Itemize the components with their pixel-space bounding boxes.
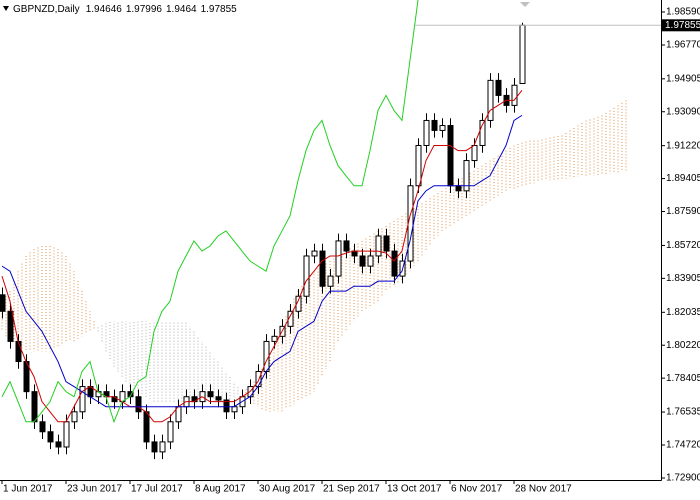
candle-body (271, 335, 278, 342)
header-close: 1.97855 (201, 4, 238, 15)
candle-body (359, 255, 366, 267)
candle-body (47, 431, 54, 443)
candle-body (159, 441, 166, 453)
candle-body (423, 119, 430, 146)
candle-body (471, 144, 478, 162)
header-open: 1.94646 (86, 4, 123, 15)
candle-body (303, 255, 310, 297)
candle-body (383, 235, 390, 252)
candle-body (223, 399, 230, 413)
candle-body (479, 119, 486, 146)
candle-body (71, 411, 78, 423)
x-tick-label: 23 Jun 2017 (67, 484, 122, 495)
x-tick-label: 1 Jun 2017 (3, 484, 53, 495)
y-tick-label: 1.85720 (666, 240, 700, 251)
candle-body (295, 295, 302, 312)
x-tick-label: 6 Nov 2017 (451, 484, 503, 495)
header-high: 1.97996 (126, 4, 163, 15)
candle-body (7, 310, 14, 342)
x-tick-label: 13 Oct 2017 (387, 484, 442, 495)
candle-body (447, 125, 454, 187)
x-tick-label: 8 Aug 2017 (195, 484, 246, 495)
candle-body (215, 396, 222, 401)
candle-body (79, 386, 86, 413)
y-tick-label: 1.93090 (666, 106, 700, 117)
candle-body (463, 160, 470, 192)
price-label: 1.97855 (665, 20, 700, 31)
candle-body (255, 371, 262, 388)
candle-body (455, 185, 462, 192)
y-tick-label: 1.89405 (666, 173, 700, 184)
shift-marker (520, 2, 530, 7)
y-tick-label: 1.83905 (666, 273, 700, 284)
candle-body (143, 411, 150, 443)
chart-header: GBPNZD,Daily 1.94646 1.97996 1.9464 1.97855 (13, 4, 237, 15)
candle-body (415, 144, 422, 187)
x-tick-label: 28 Nov 2017 (515, 484, 572, 495)
candle-body (167, 421, 174, 443)
x-tick-label: 21 Sep 2017 (323, 484, 380, 495)
candle-body (0, 294, 6, 312)
candle-body (207, 391, 214, 398)
candle-body (367, 255, 374, 267)
indicator-line (1, 90, 523, 423)
candle-body (39, 421, 46, 433)
y-tick-label: 1.94905 (666, 73, 700, 84)
y-tick-label: 1.87590 (666, 206, 700, 217)
symbol-period: GBPNZD,Daily (13, 4, 80, 15)
candle-body (511, 84, 518, 106)
candle-body (55, 441, 62, 448)
y-tick-label: 1.91220 (666, 140, 700, 151)
candle-body (327, 275, 334, 287)
y-tick-label: 1.82035 (666, 307, 700, 318)
candle-body (343, 240, 350, 252)
candle-body (439, 125, 446, 131)
candle-body (15, 340, 22, 363)
price-label-box (662, 19, 700, 32)
candle-body (63, 421, 70, 448)
candle-body (287, 310, 294, 327)
candle-body (311, 250, 318, 257)
candle-body (151, 441, 158, 453)
y-tick-label: 1.74720 (666, 440, 700, 451)
indicator-line (1, 114, 523, 408)
candle-body (231, 406, 238, 413)
header-low: 1.9464 (166, 4, 197, 15)
candle-body (135, 396, 142, 413)
candle-body (391, 250, 398, 277)
candle-body (375, 235, 382, 257)
plot-area (0, 0, 661, 460)
candle-body (31, 391, 38, 423)
candle-body (495, 79, 502, 96)
indicator-line (1, 0, 419, 424)
candle-body (319, 250, 326, 287)
y-tick-label: 1.78405 (666, 373, 700, 384)
x-tick-label: 30 Aug 2017 (259, 484, 316, 495)
y-tick-label: 1.76535 (666, 407, 700, 418)
candle-body (431, 119, 438, 131)
candle-body (487, 79, 494, 121)
symbol-icon (3, 6, 9, 11)
y-tick-label: 1.98590 (666, 7, 700, 18)
candle-body (519, 24, 526, 85)
y-tick-label: 1.72900 (666, 473, 700, 484)
y-tick-label: 1.80220 (666, 340, 700, 351)
y-tick-label: 1.96770 (666, 40, 700, 51)
candle-body (335, 240, 342, 277)
x-tick-label: 17 Jul 2017 (131, 484, 183, 495)
